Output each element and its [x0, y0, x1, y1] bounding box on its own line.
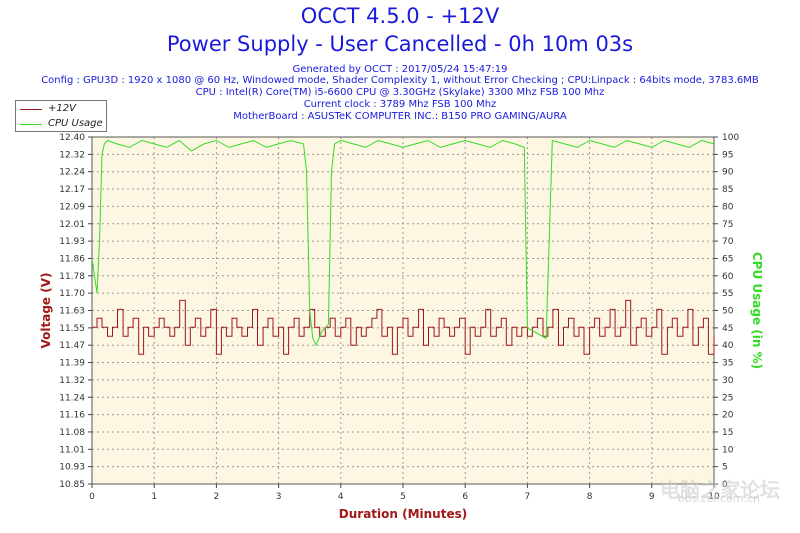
y-tick-label-right: 15 — [722, 428, 733, 438]
y-axis-label-left: Voltage (V) — [39, 273, 53, 349]
y-tick-label-left: 11.47 — [59, 341, 85, 351]
y-tick-label-left: 11.55 — [59, 324, 85, 334]
y-tick-label-left: 11.24 — [59, 393, 85, 403]
plot-border — [91, 136, 715, 485]
x-tick-label: 7 — [525, 492, 531, 502]
y-tick-label-right: 0 — [722, 480, 728, 490]
y-tick-label-right: 35 — [722, 359, 733, 369]
y-tick-label-left: 12.32 — [59, 150, 85, 160]
y-tick-label-left: 11.78 — [59, 272, 85, 282]
y-tick-label-right: 80 — [722, 202, 734, 212]
y-tick-label-left: 12.40 — [59, 133, 85, 143]
x-tick-label: 4 — [338, 492, 344, 502]
y-tick-label-right: 5 — [722, 463, 728, 473]
y-tick-label-left: 11.39 — [59, 359, 85, 369]
x-tick-label: 1 — [151, 492, 157, 502]
y-tick-label-right: 30 — [722, 376, 734, 386]
series-line-voltage — [92, 299, 715, 355]
x-axis-label: Duration (Minutes) — [339, 507, 467, 521]
y-tick-label-right: 20 — [722, 411, 734, 421]
y-tick-label-left: 11.08 — [59, 428, 85, 438]
y-tick-label-left: 12.09 — [59, 202, 85, 212]
y-tick-label-right: 100 — [722, 133, 739, 143]
y-tick-label-right: 60 — [722, 272, 734, 282]
y-tick-label-left: 12.17 — [59, 185, 85, 195]
y-tick-label-right: 65 — [722, 254, 733, 264]
legend-item-voltage: +12V — [16, 103, 106, 117]
y-tick-label-right: 55 — [722, 289, 733, 299]
x-tick-label: 0 — [89, 492, 95, 502]
y-tick-label-right: 10 — [722, 445, 734, 455]
info-config: Config : GPU3D : 1920 x 1080 @ 60 Hz, Wi… — [41, 75, 759, 86]
y-tick-label-right: 40 — [722, 341, 734, 351]
y-tick-label-left: 11.63 — [59, 307, 85, 317]
y-tick-label-left: 11.86 — [59, 254, 85, 264]
x-tick-label: 9 — [649, 492, 655, 502]
x-tick-label: 10 — [708, 492, 720, 502]
y-tick-label-left: 10.93 — [59, 463, 85, 473]
chart-title: OCCT 4.5.0 - +12V — [300, 4, 500, 28]
y-tick-label-right: 75 — [722, 220, 733, 230]
legend-label-voltage: +12V — [48, 103, 76, 114]
x-tick-label: 3 — [276, 492, 282, 502]
series-line-cpu — [91, 139, 715, 347]
chart-legend: +12V CPU Usage — [15, 100, 107, 132]
legend-swatch-voltage — [20, 109, 42, 110]
watermark-url: bbs.zol.com.cn — [677, 492, 760, 505]
y-tick-label-left: 11.16 — [59, 411, 85, 421]
y-tick-label-right: 25 — [722, 393, 733, 403]
info-generated: Generated by OCCT : 2017/05/24 15:47:19 — [292, 64, 508, 75]
x-tick-label: 6 — [462, 492, 468, 502]
y-tick-label-left: 11.01 — [59, 445, 85, 455]
legend-item-cpu: CPU Usage — [16, 118, 106, 132]
y-tick-label-right: 95 — [722, 150, 733, 160]
y-tick-label-right: 70 — [722, 237, 734, 247]
info-cpu: CPU : Intel(R) Core(TM) i5-6600 CPU @ 3.… — [195, 87, 605, 98]
x-tick-label: 8 — [587, 492, 593, 502]
y-tick-label-left: 12.01 — [59, 220, 85, 230]
y-axis-label-right: CPU Usage (in %) — [750, 252, 764, 369]
y-tick-label-right: 50 — [722, 307, 734, 317]
y-tick-label-left: 12.24 — [59, 168, 85, 178]
y-tick-label-right: 90 — [722, 168, 734, 178]
info-clock: Current clock : 3789 Mhz FSB 100 Mhz — [303, 99, 497, 110]
info-motherboard: MotherBoard : ASUSTeK COMPUTER INC.: B15… — [233, 111, 567, 122]
watermark-text: 电脑之家论坛 — [660, 478, 780, 502]
legend-label-cpu: CPU Usage — [48, 118, 103, 129]
legend-swatch-cpu — [20, 124, 42, 125]
y-tick-label-right: 85 — [722, 185, 733, 195]
y-tick-label-right: 45 — [722, 324, 733, 334]
chart-subtitle: Power Supply - User Cancelled - 0h 10m 0… — [166, 32, 634, 56]
x-tick-label: 5 — [400, 492, 406, 502]
y-tick-label-left: 10.85 — [59, 480, 85, 490]
y-tick-label-left: 11.93 — [59, 237, 85, 247]
y-tick-label-left: 11.32 — [59, 376, 85, 386]
y-tick-label-left: 11.70 — [59, 289, 85, 299]
x-tick-label: 2 — [214, 492, 220, 502]
